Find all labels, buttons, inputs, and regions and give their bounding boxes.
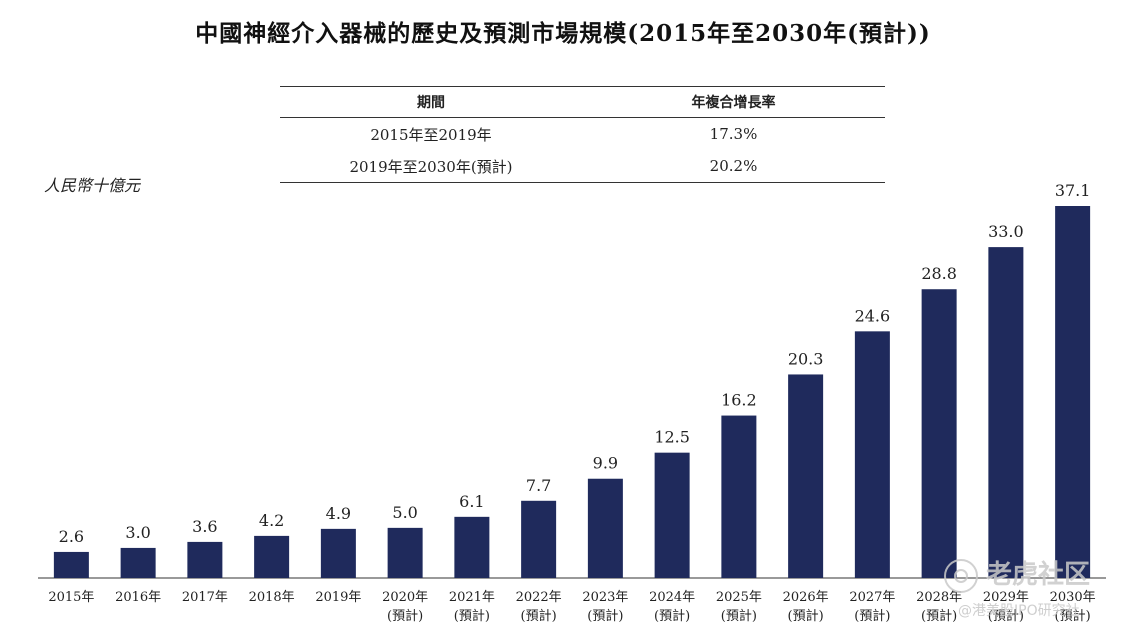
x-tick-note: (預計) — [387, 608, 423, 624]
bar-value-label: 6.1 — [459, 492, 484, 511]
watermark-subtext: @港美股IPO研究社 — [958, 603, 1080, 619]
bar-2026年 — [788, 374, 824, 578]
bar-2023年 — [587, 478, 623, 578]
x-tick-note: (預計) — [854, 608, 890, 624]
cagr-header-period: 期間 — [280, 86, 582, 118]
bar-value-label: 4.2 — [259, 511, 284, 530]
bar-value-label: 3.6 — [192, 517, 217, 536]
cagr-rate-cell: 20.2% — [582, 150, 885, 183]
bar-2029年 — [988, 247, 1024, 578]
x-tick-label: 2024年 — [649, 590, 695, 605]
bar-2027年 — [854, 331, 890, 578]
x-tick-label: 2017年 — [182, 590, 228, 605]
x-tick-label: 2016年 — [115, 590, 161, 605]
x-tick-label: 2018年 — [249, 590, 295, 605]
cagr-rate-cell: 17.3% — [709, 125, 758, 143]
tiger-logo-icon — [944, 558, 978, 593]
x-tick-label: 2028年 — [916, 590, 962, 605]
x-tick-label: 2019年 — [315, 590, 361, 605]
x-tick-note: (預計) — [1055, 608, 1091, 624]
x-tick-note: (預計) — [988, 608, 1024, 624]
x-tick-note: (預計) — [521, 608, 557, 624]
x-tick-label: 2022年 — [516, 590, 562, 605]
bar-2019年 — [320, 528, 356, 578]
x-tick-note: (預計) — [454, 608, 490, 624]
bar-value-label: 4.9 — [326, 504, 351, 523]
bar-2020年 — [387, 527, 423, 578]
bar-2016年 — [120, 547, 156, 578]
x-tick-label: 2023年 — [582, 590, 628, 605]
bar-value-label: 20.3 — [788, 349, 824, 368]
bar-2030年 — [1055, 206, 1091, 578]
x-tick-label: 2025年 — [716, 590, 762, 605]
x-tick-label: 2021年 — [449, 590, 495, 605]
x-tick-label: 2030年 — [1050, 590, 1096, 605]
x-tick-note: (預計) — [921, 608, 957, 624]
x-tick-note: (預計) — [788, 608, 824, 624]
bar-value-label: 16.2 — [721, 391, 757, 410]
bar-value-label: 28.8 — [921, 264, 957, 283]
bar-2028年 — [921, 289, 957, 578]
y-unit-label: 人民幣十億元 — [44, 176, 141, 195]
cagr-row: 2015年至2019年 17.3% — [280, 118, 885, 151]
bar-value-label: 2.6 — [59, 527, 84, 546]
x-tick-note: (預計) — [654, 608, 690, 624]
bar-2024年 — [654, 452, 690, 578]
bar-2025年 — [721, 415, 757, 578]
x-tick-label: 2027年 — [849, 590, 895, 605]
bar-value-label: 7.7 — [526, 476, 551, 495]
bar-value-label: 9.9 — [593, 454, 618, 473]
bar-2022年 — [521, 500, 557, 578]
cagr-header-row: 期間 年複合增長率 — [280, 86, 885, 118]
x-tick-note: (預計) — [587, 608, 623, 624]
x-tick-note: (預計) — [721, 608, 757, 624]
x-tick-label: 2026年 — [783, 590, 829, 605]
bar-2018年 — [254, 535, 290, 578]
cagr-period-cell: 2019年至2030年(預計) — [280, 150, 582, 183]
bar-value-label: 24.6 — [855, 306, 891, 325]
bar-value-label: 5.0 — [392, 503, 417, 522]
bar-value-label: 37.1 — [1055, 181, 1091, 200]
x-tick-label: 2029年 — [983, 590, 1029, 605]
watermark-text: 老虎社区 — [986, 560, 1091, 590]
bar-2015年 — [53, 551, 89, 578]
chart-title: 中國神經介入器械的歷史及預測市場規模(2015年至2030年(預計)) — [195, 20, 931, 47]
cagr-row: 2019年至2030年(預計) 20.2% — [280, 150, 885, 183]
cagr-table: 期間 年複合增長率 2015年至2019年 17.3% 2019年至2030年(… — [280, 86, 885, 183]
bar-2017年 — [187, 541, 223, 578]
watermark: 老虎社区 — [944, 554, 1090, 593]
bar-2021年 — [454, 516, 490, 578]
bar-value-label: 33.0 — [988, 222, 1024, 241]
cagr-period-cell: 2015年至2019年 — [370, 125, 492, 144]
cagr-header-rate: 年複合增長率 — [582, 86, 885, 118]
bar-value-label: 3.0 — [125, 523, 150, 542]
x-tick-label: 2020年 — [382, 590, 428, 605]
bar-value-label: 12.5 — [654, 428, 690, 447]
x-tick-label: 2015年 — [48, 590, 94, 605]
